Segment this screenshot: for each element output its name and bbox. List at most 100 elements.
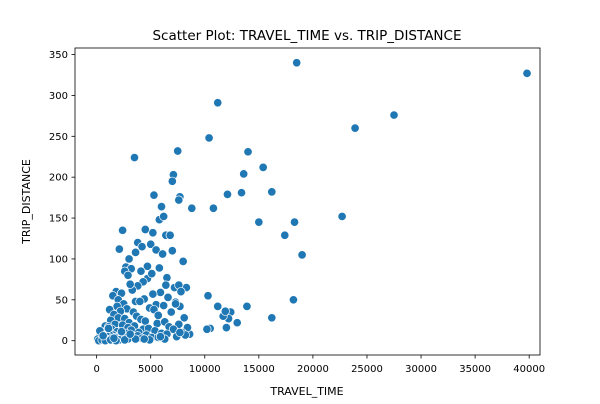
data-point (165, 230, 175, 240)
data-point (236, 188, 247, 198)
data-point (156, 202, 167, 212)
data-point (148, 289, 158, 299)
data-point (116, 327, 127, 337)
data-point (178, 256, 188, 266)
data-point (146, 239, 156, 249)
data-point (167, 246, 177, 256)
y-tick-label: 150 (49, 214, 68, 225)
data-point (220, 306, 230, 316)
data-point (137, 242, 147, 252)
data-point (129, 153, 140, 163)
data-point (148, 228, 158, 238)
data-point (389, 110, 399, 120)
data-point (155, 332, 165, 342)
data-point (103, 323, 114, 333)
data-point (120, 335, 130, 345)
x-tick-label: 15000 (243, 364, 275, 375)
data-point (167, 176, 177, 186)
y-tick-label: 350 (49, 50, 68, 61)
x-axis-label: TRAVEL_TIME (269, 385, 343, 398)
data-point (149, 190, 159, 200)
data-point (173, 146, 183, 156)
data-point (123, 270, 133, 280)
data-point (239, 169, 249, 179)
data-point (155, 287, 165, 298)
data-point (98, 331, 108, 341)
data-point (131, 247, 141, 257)
data-point (202, 324, 212, 334)
data-point (135, 296, 145, 306)
y-tick-label: 50 (55, 295, 68, 306)
data-point (140, 224, 150, 235)
data-point (213, 301, 223, 311)
y-tick-label: 200 (49, 173, 68, 184)
data-point (147, 269, 157, 279)
data-point (350, 123, 360, 133)
x-tick-label: 10000 (189, 364, 221, 375)
data-point (222, 189, 233, 199)
data-point (159, 211, 169, 221)
data-point (204, 133, 214, 143)
data-point (159, 300, 169, 311)
data-point (162, 273, 172, 283)
data-point (267, 187, 277, 197)
x-tick-label: 25000 (351, 364, 383, 375)
data-point (221, 323, 231, 333)
data-point (136, 266, 146, 276)
data-point (153, 310, 163, 320)
data-point (163, 292, 173, 302)
data-point (161, 280, 171, 290)
x-tick-label: 40000 (513, 364, 545, 375)
y-tick-label: 300 (49, 91, 68, 102)
data-point (267, 313, 277, 323)
data-point (292, 58, 302, 68)
data-point (258, 162, 268, 172)
data-point (242, 301, 252, 311)
data-point (280, 230, 290, 240)
data-point (174, 195, 184, 205)
data-point (166, 307, 176, 317)
data-point (522, 68, 532, 78)
data-point (289, 217, 300, 227)
data-point (208, 203, 218, 213)
data-point (124, 254, 134, 264)
y-tick-label: 100 (49, 254, 68, 265)
data-point (158, 249, 168, 259)
y-tick-label: 250 (49, 132, 68, 143)
x-axis: 0 5000 10000 15000 20000 25000 30000 35000 40000 (93, 355, 545, 375)
x-tick-label: 5000 (138, 364, 163, 375)
y-axis: 0 50 100 150 200 250 300 350 (49, 50, 75, 347)
x-tick-label: 30000 (405, 364, 437, 375)
y-axis-label: TRIP_DISTANCE (20, 159, 33, 245)
data-point (125, 279, 135, 289)
x-tick-label: 20000 (297, 364, 329, 375)
data-point (171, 299, 181, 309)
data-point (288, 295, 298, 305)
data-point (203, 291, 213, 301)
plot-area-frame (74, 47, 541, 356)
data-point (179, 313, 189, 323)
chart-title: Scatter Plot: TRAVEL_TIME vs. TRIP_DISTA… (152, 28, 461, 44)
data-point (297, 250, 307, 260)
data-point (151, 245, 161, 255)
data-point (243, 147, 253, 157)
data-point (154, 263, 164, 273)
data-point (187, 203, 197, 213)
data-point (175, 327, 185, 338)
data-point (213, 98, 223, 108)
x-tick-label: 35000 (459, 364, 491, 375)
data-point (139, 334, 149, 344)
data-point (176, 287, 186, 297)
data-point (337, 211, 347, 221)
x-tick-label: 0 (93, 364, 99, 375)
data-point (109, 333, 119, 343)
y-tick-label: 0 (62, 336, 68, 347)
data-point (125, 329, 135, 339)
points-layer (93, 58, 532, 346)
data-point (142, 261, 152, 271)
data-point (114, 244, 124, 254)
data-point (254, 217, 264, 227)
data-point (232, 318, 242, 328)
